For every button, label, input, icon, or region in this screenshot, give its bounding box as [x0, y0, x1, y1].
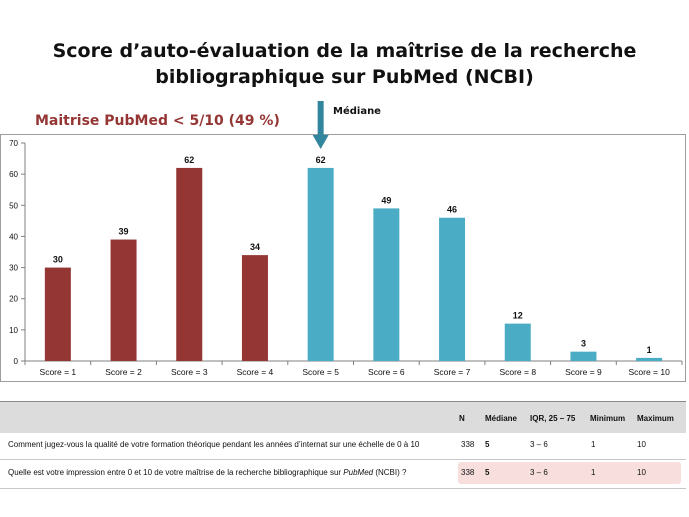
- row-n: 338: [461, 468, 475, 477]
- median-arrow-shaft: [317, 101, 324, 137]
- y-tick-label: 0: [14, 357, 19, 366]
- row-question: Quelle est votre impression entre 0 et 1…: [8, 468, 407, 477]
- data-label: 34: [250, 242, 260, 252]
- x-tick-label: Score = 7: [434, 367, 471, 377]
- bar: [373, 208, 400, 361]
- row-divider: [0, 459, 686, 460]
- x-tick-label: Score = 2: [105, 367, 142, 377]
- bar-chart: 0 10 20 30 40 50 60 70 30 Score = 1 39 Score = 2 62 S…: [9, 101, 683, 377]
- header-minimum: Minimum: [590, 414, 626, 423]
- x-tick-label: Score = 8: [499, 367, 536, 377]
- title-line-1: Score d’auto-évaluation de la maîtrise d…: [52, 40, 637, 62]
- bar: [504, 323, 531, 361]
- bar: [241, 255, 268, 361]
- row-iqr: 3 – 6: [530, 468, 548, 477]
- table-row: Comment jugez-vous la qualité de votre f…: [0, 434, 686, 456]
- data-label: 12: [513, 311, 523, 321]
- bar: [110, 239, 137, 361]
- bar: [570, 351, 597, 361]
- y-tick-label: 10: [9, 326, 18, 335]
- median-label: Médiane: [333, 106, 381, 117]
- data-label: 46: [447, 205, 457, 215]
- y-tick-label: 50: [9, 201, 18, 210]
- bar: [439, 217, 466, 361]
- row-highlight: [458, 462, 681, 484]
- data-label: 30: [53, 255, 63, 265]
- bar: [176, 167, 203, 361]
- page-title: Score d’auto-évaluation de la maîtrise d…: [0, 38, 689, 90]
- x-tick-label: Score = 3: [171, 367, 208, 377]
- row-question: Comment jugez-vous la qualité de votre f…: [8, 440, 420, 449]
- data-label: 49: [381, 195, 391, 205]
- data-label: 3: [581, 339, 586, 349]
- header-iqr: IQR, 25 – 75: [530, 414, 576, 423]
- y-tick-label: 40: [9, 232, 18, 241]
- x-tick-label: Score = 1: [40, 367, 77, 377]
- row-median: 5: [485, 440, 490, 449]
- row-iqr: 3 – 6: [530, 440, 548, 449]
- row-maximum: 10: [637, 440, 646, 449]
- data-label: 1: [647, 345, 652, 355]
- stats-table-header: N Médiane IQR, 25 – 75 Minimum Maximum: [0, 401, 686, 433]
- data-label: 62: [316, 155, 326, 165]
- x-tick-label: Score = 6: [368, 367, 405, 377]
- pubmed-italic: PubMed: [343, 468, 374, 477]
- median-arrow-head: [312, 135, 329, 149]
- data-label: 39: [119, 227, 129, 237]
- title-line-2: bibliographique sur PubMed (NCBI): [155, 66, 534, 88]
- y-tick-label: 60: [9, 170, 18, 179]
- row-minimum: 1: [591, 440, 596, 449]
- y-tick-label: 20: [9, 295, 18, 304]
- bar: [44, 267, 71, 361]
- x-tick-label: Score = 10: [628, 367, 670, 377]
- header-n: N: [459, 414, 465, 423]
- x-tick-label: Score = 9: [565, 367, 602, 377]
- bar: [307, 167, 334, 361]
- chart-frame: [0, 134, 686, 382]
- data-label: 62: [184, 155, 194, 165]
- row-minimum: 1: [591, 468, 596, 477]
- row-divider: [0, 488, 686, 489]
- table-row: Quelle est votre impression entre 0 et 1…: [0, 462, 686, 484]
- header-median: Médiane: [485, 414, 518, 423]
- y-tick-label: 30: [9, 264, 18, 273]
- row-median: 5: [485, 468, 490, 477]
- chart-subtitle: Maitrise PubMed < 5/10 (49 %): [35, 113, 280, 129]
- header-maximum: Maximum: [637, 414, 674, 423]
- x-tick-label: Score = 5: [302, 367, 339, 377]
- x-tick-label: Score = 4: [237, 367, 274, 377]
- row-n: 338: [461, 440, 475, 449]
- y-tick-label: 70: [9, 139, 18, 148]
- bar: [636, 357, 663, 361]
- row-maximum: 10: [637, 468, 646, 477]
